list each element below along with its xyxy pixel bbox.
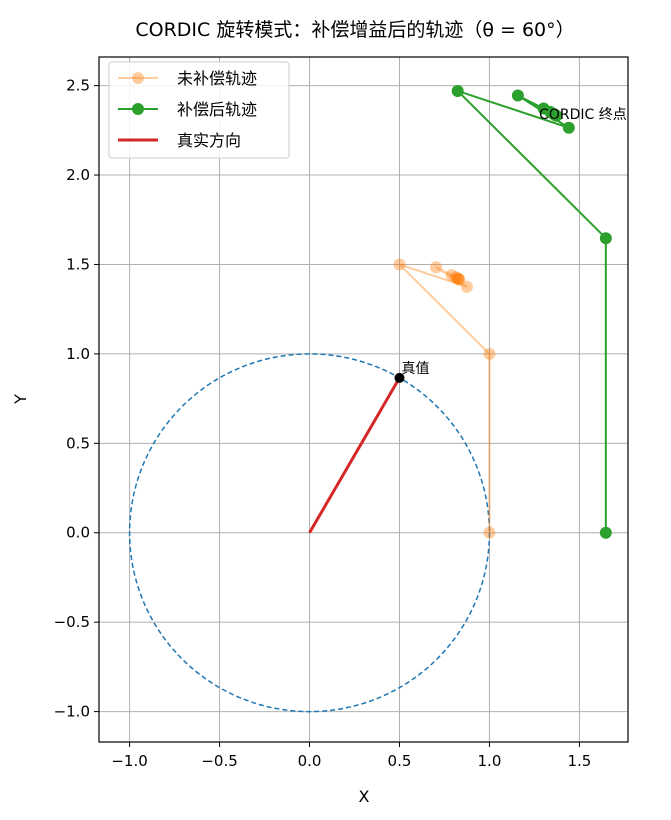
legend-box (108, 61, 290, 159)
series-point-0 (453, 273, 466, 286)
true-endpoint-dot (394, 372, 405, 383)
legend-label-0: 未补偿轨迹 (177, 69, 257, 88)
series-point-0 (451, 272, 464, 285)
y-tick-label: 2.0 (66, 166, 90, 184)
plot-area: −1.0 −0.5 0.0 0.5 1.0 1.5 −1.0 −0.5 0.0 0.5 1.0 1.5… (54, 56, 629, 770)
series-point-0 (452, 272, 465, 285)
x-axis-label: X (359, 787, 370, 806)
series-point-0 (393, 258, 406, 271)
series-line-0 (398, 263, 491, 533)
series-point-1 (451, 84, 464, 97)
series-point-0 (460, 280, 473, 293)
y-tick-label: 0.0 (66, 524, 90, 542)
unit-circle (128, 353, 491, 713)
series-point-1 (599, 526, 612, 539)
series-point-0 (449, 271, 462, 284)
series-point-1 (562, 121, 575, 134)
y-tick-label: 0.5 (66, 434, 90, 452)
x-tick-label: 0.5 (388, 752, 412, 770)
axes-frame (98, 56, 629, 743)
y-axis-label: Y (11, 394, 30, 405)
annotation-true: 真值 (401, 361, 429, 377)
x-tick-label: 0.0 (298, 752, 322, 770)
series-point-1 (511, 89, 524, 102)
y-tick-label: 2.5 (66, 77, 90, 95)
series-point-0 (483, 526, 496, 539)
legend-label-2: 真实方向 (177, 131, 241, 150)
series-point-1 (599, 232, 612, 245)
chart-title: CORDIC 旋转模式：补偿增益后的轨迹（θ = 60°） (135, 19, 574, 41)
series-point-0 (430, 261, 443, 274)
y-tick-label: 1.0 (66, 345, 90, 363)
legend-label-1: 补偿后轨迹 (177, 100, 257, 119)
series-point-1 (548, 108, 561, 121)
legend-marker-1 (132, 103, 144, 115)
series-point-0 (483, 347, 496, 360)
x-tick-label: 1.0 (478, 752, 502, 770)
x-tick-label: 1.5 (567, 752, 591, 770)
y-tick-label: −0.5 (54, 613, 90, 631)
y-tick-label: 1.5 (66, 255, 90, 273)
x-tick-label: −0.5 (201, 752, 237, 770)
series-point-0 (451, 272, 464, 285)
series-line-2 (308, 377, 401, 534)
x-tick-label: −1.0 (111, 752, 147, 770)
legend-marker-0 (132, 72, 144, 84)
plot-content (128, 84, 612, 713)
y-tick-label: −1.0 (54, 703, 90, 721)
annotation-cordic-end: CORDIC 终点 (539, 107, 627, 123)
series-point-0 (445, 269, 458, 282)
series-line-1 (456, 89, 607, 533)
